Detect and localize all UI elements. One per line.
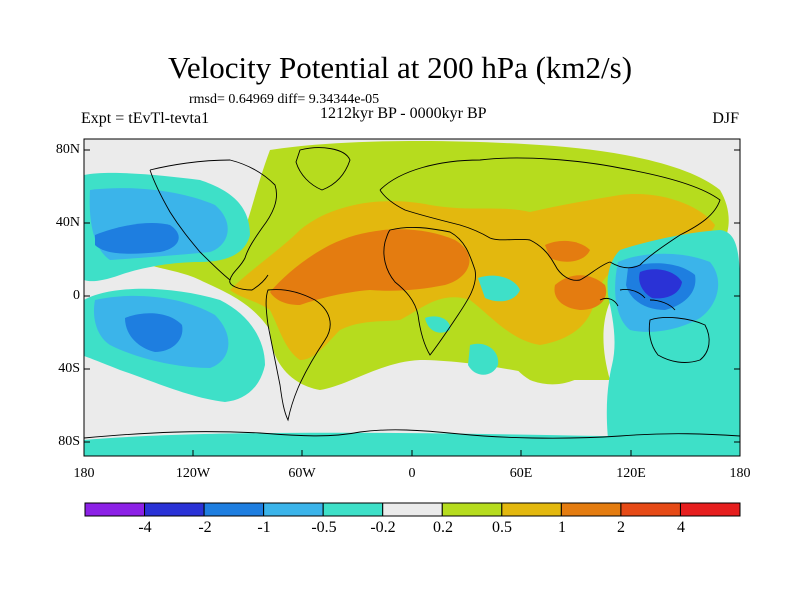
contour-west-pacific-core — [639, 269, 682, 299]
colorbar-label: -1 — [257, 519, 271, 536]
y-tick-label: 80N — [55, 142, 80, 157]
contour-orange — [230, 194, 715, 360]
contour-dark-orange-asia — [545, 240, 590, 262]
colorbar-swatch — [441, 502, 503, 517]
contour-negative-southern — [84, 432, 740, 456]
colorbar-label: 2 — [617, 519, 625, 536]
y-tick-label: 80S — [58, 434, 80, 449]
x-tick-label: 180 — [729, 466, 751, 481]
contour-teal-south-indian — [468, 343, 499, 375]
plot-title: Velocity Potential at 200 hPa (km2/s) — [167, 50, 633, 85]
contour-teal-southeast-atlantic — [425, 316, 451, 333]
colorbar-label: -2 — [198, 519, 212, 536]
y-tick-label: 40N — [55, 215, 80, 230]
x-ticks — [83, 450, 741, 456]
coastline-north-america — [149, 159, 277, 291]
colorbar-swatch — [322, 502, 384, 517]
y-tick-label: 40S — [58, 361, 80, 376]
colorbar-label: 1 — [558, 519, 566, 536]
contour-ne-pacific-mid — [95, 223, 179, 254]
colorbar-label: -4 — [138, 519, 152, 536]
experiment-label: Expt = tEvTl-tevta1 — [81, 110, 210, 127]
coastline-africa — [383, 226, 476, 356]
colorbar-swatch — [560, 502, 622, 517]
x-tick-label: 60E — [509, 466, 533, 481]
colorbar-swatch — [501, 502, 562, 517]
y-tick-label: 0 — [73, 288, 80, 303]
colorbar-swatch — [382, 502, 443, 517]
colorbar-swatch — [144, 502, 205, 517]
contour-dark-orange-indian — [554, 275, 607, 310]
stats-line: rmsd= 0.64969 diff= 9.34344e-05 — [189, 92, 380, 107]
colorbar-label: 0.2 — [433, 519, 453, 536]
colorbar-swatch — [679, 502, 741, 517]
coastlines — [84, 147, 740, 439]
coastline-antarctica — [84, 429, 740, 439]
period-label: 1212kyr BP - 0000kyr BP — [320, 105, 487, 122]
contour-dark-orange-atlantic — [270, 229, 470, 305]
colorbar-swatch — [263, 502, 324, 517]
x-tick-label: 120E — [616, 466, 646, 481]
season-label: DJF — [712, 110, 739, 127]
coastline-maritime — [599, 289, 676, 311]
x-tick-label: 180 — [73, 466, 95, 481]
coastline-south-america — [265, 289, 331, 422]
colorbar-label: 4 — [677, 519, 685, 536]
colorbar-swatch — [620, 502, 681, 517]
colorbar-label: -0.5 — [311, 519, 337, 536]
contour-se-pacific-mid — [125, 313, 183, 352]
x-tick-label: 0 — [408, 466, 416, 481]
coastline-eurasia — [379, 157, 721, 281]
colorbar-label: 0.5 — [492, 519, 512, 536]
coastline-greenland — [295, 147, 351, 191]
y-ticks — [84, 149, 740, 443]
contour-fills — [84, 140, 740, 456]
contour-teal-east-africa — [478, 275, 520, 302]
colorbar — [84, 502, 741, 517]
coastline-australia — [648, 317, 710, 363]
x-tick-label: 60W — [288, 466, 316, 481]
x-tick-label: 120W — [175, 466, 211, 481]
colorbar-swatch — [84, 502, 146, 517]
colorbar-label: -0.2 — [370, 519, 396, 536]
colorbar-swatch — [203, 502, 265, 517]
